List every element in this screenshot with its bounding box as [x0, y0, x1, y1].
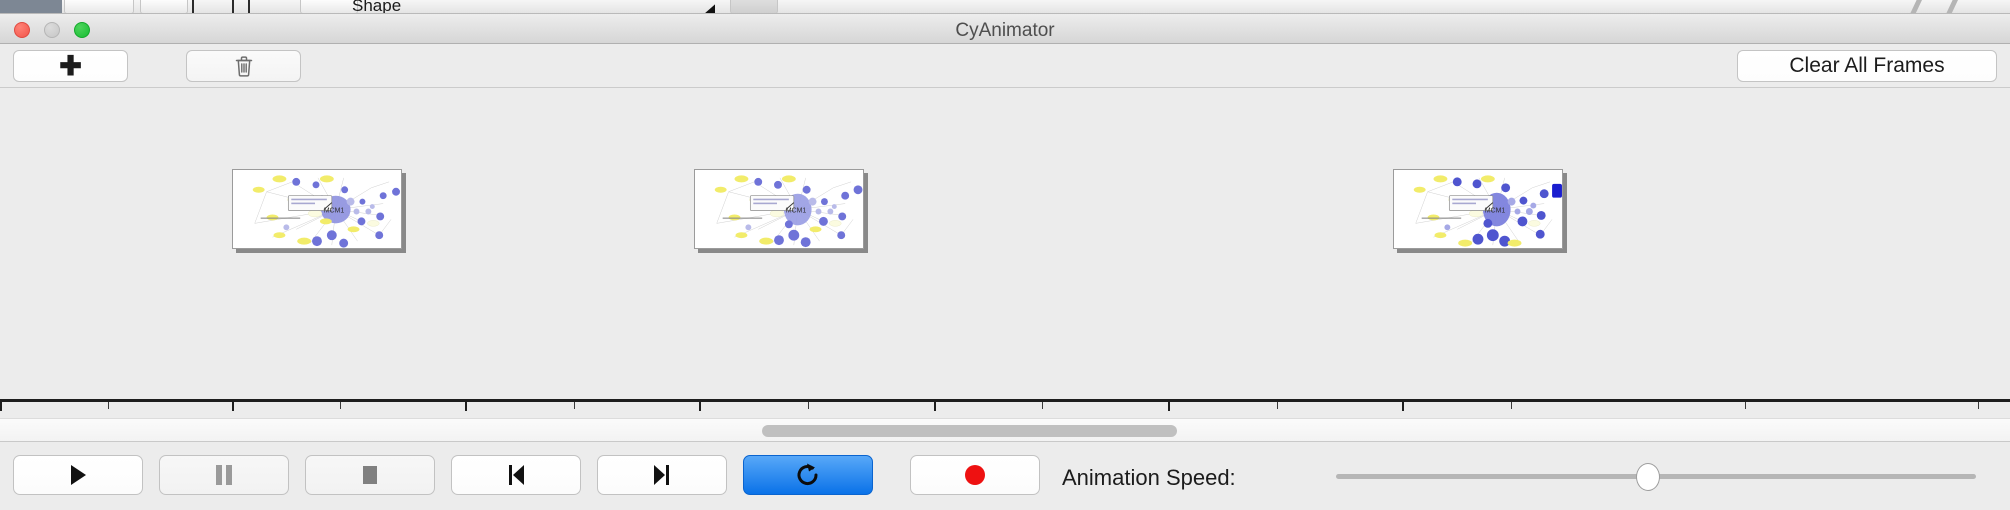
background-toolbar-mark: [1946, 0, 1958, 13]
pause-icon: [215, 464, 233, 486]
loop-button[interactable]: [743, 455, 873, 495]
background-toolbar-mark: [248, 0, 250, 13]
skip-to-end-button[interactable]: [597, 455, 727, 495]
background-window-sidebar: [0, 0, 62, 13]
timeline-scrollbar[interactable]: [0, 418, 2010, 442]
axis-minor-tick: [1745, 402, 1746, 409]
background-toolbar-chip: [300, 0, 358, 13]
background-window-strip: Shape: [0, 0, 2010, 14]
network-thumbnail-graphic: MCM1: [1413, 175, 1562, 247]
network-thumbnail-graphic: MCM1: [252, 175, 400, 248]
keyframe-thumbnail[interactable]: MCM1: [694, 169, 864, 249]
background-toolbar-mark: [232, 0, 234, 13]
animation-speed-label: Animation Speed:: [1062, 465, 1236, 490]
hub-node-label: MCM1: [786, 207, 806, 214]
stop-button[interactable]: [305, 455, 435, 495]
add-frame-button[interactable]: ✚: [13, 50, 128, 82]
window-close-button[interactable]: [14, 22, 30, 38]
delete-frame-button[interactable]: [186, 50, 301, 82]
pause-button[interactable]: [159, 455, 289, 495]
axis-minor-tick: [574, 402, 575, 409]
axis-major-tick: [0, 402, 2, 411]
axis-major-tick: [699, 402, 701, 411]
axis-minor-tick: [1978, 402, 1979, 409]
axis-major-tick: [1402, 402, 1404, 411]
playback-bar: Animation Speed:: [0, 443, 2010, 510]
stop-icon: [361, 465, 379, 485]
keyframe-thumbnail[interactable]: MCM1: [1393, 169, 1563, 249]
keyframe-thumbnail[interactable]: MCM1: [232, 169, 402, 249]
play-icon: [68, 464, 88, 486]
window-minimize-button[interactable]: [44, 22, 60, 38]
axis-minor-tick: [808, 402, 809, 409]
timeline-scrollbar-thumb[interactable]: [762, 425, 1177, 437]
network-thumbnail-graphic: MCM1: [714, 175, 863, 248]
axis-minor-tick: [1511, 402, 1512, 409]
background-toolbar-mark: [192, 0, 194, 13]
axis-minor-tick: [108, 402, 109, 409]
loop-icon: [796, 462, 820, 488]
hub-node-label: MCM1: [324, 207, 344, 214]
record-circle-icon: [963, 463, 987, 487]
clear-all-frames-label: Clear All Frames: [1789, 54, 1945, 77]
skip-to-start-button[interactable]: [451, 455, 581, 495]
highlighted-node: [1552, 183, 1562, 198]
animation-speed-slider-thumb[interactable]: [1636, 463, 1660, 491]
axis-major-tick: [934, 402, 936, 411]
animation-speed-slider[interactable]: [1336, 463, 1976, 491]
window-maximize-button[interactable]: [74, 22, 90, 38]
axis-major-tick: [232, 402, 234, 411]
background-toolbar-mark: [1910, 0, 1922, 13]
trash-icon: [234, 55, 254, 78]
background-window-label: Shape: [352, 0, 402, 14]
background-toolbar-chip: [140, 0, 188, 13]
skip-back-icon: [506, 464, 526, 486]
axis-major-tick: [1168, 402, 1170, 411]
plus-icon: ✚: [59, 50, 82, 81]
axis-major-tick: [465, 402, 467, 411]
timeline-panel[interactable]: MCM1: [0, 89, 2010, 411]
skip-forward-icon: [652, 464, 672, 486]
clear-all-frames-button[interactable]: Clear All Frames: [1737, 50, 1997, 82]
toolbar: ✚ Clear All Frames: [0, 44, 2010, 88]
window-title: CyAnimator: [955, 20, 1055, 41]
axis-minor-tick: [1042, 402, 1043, 409]
background-cursor-mark: [704, 4, 715, 13]
background-toolbar-chip: [730, 0, 778, 13]
axis-minor-tick: [1277, 402, 1278, 409]
hub-node-label: MCM1: [1485, 207, 1505, 214]
record-button[interactable]: [910, 455, 1040, 495]
timeline-axis: [0, 399, 2010, 402]
background-toolbar-chip: [64, 0, 134, 13]
axis-minor-tick: [340, 402, 341, 409]
play-button[interactable]: [13, 455, 143, 495]
titlebar: CyAnimator: [0, 14, 2010, 44]
